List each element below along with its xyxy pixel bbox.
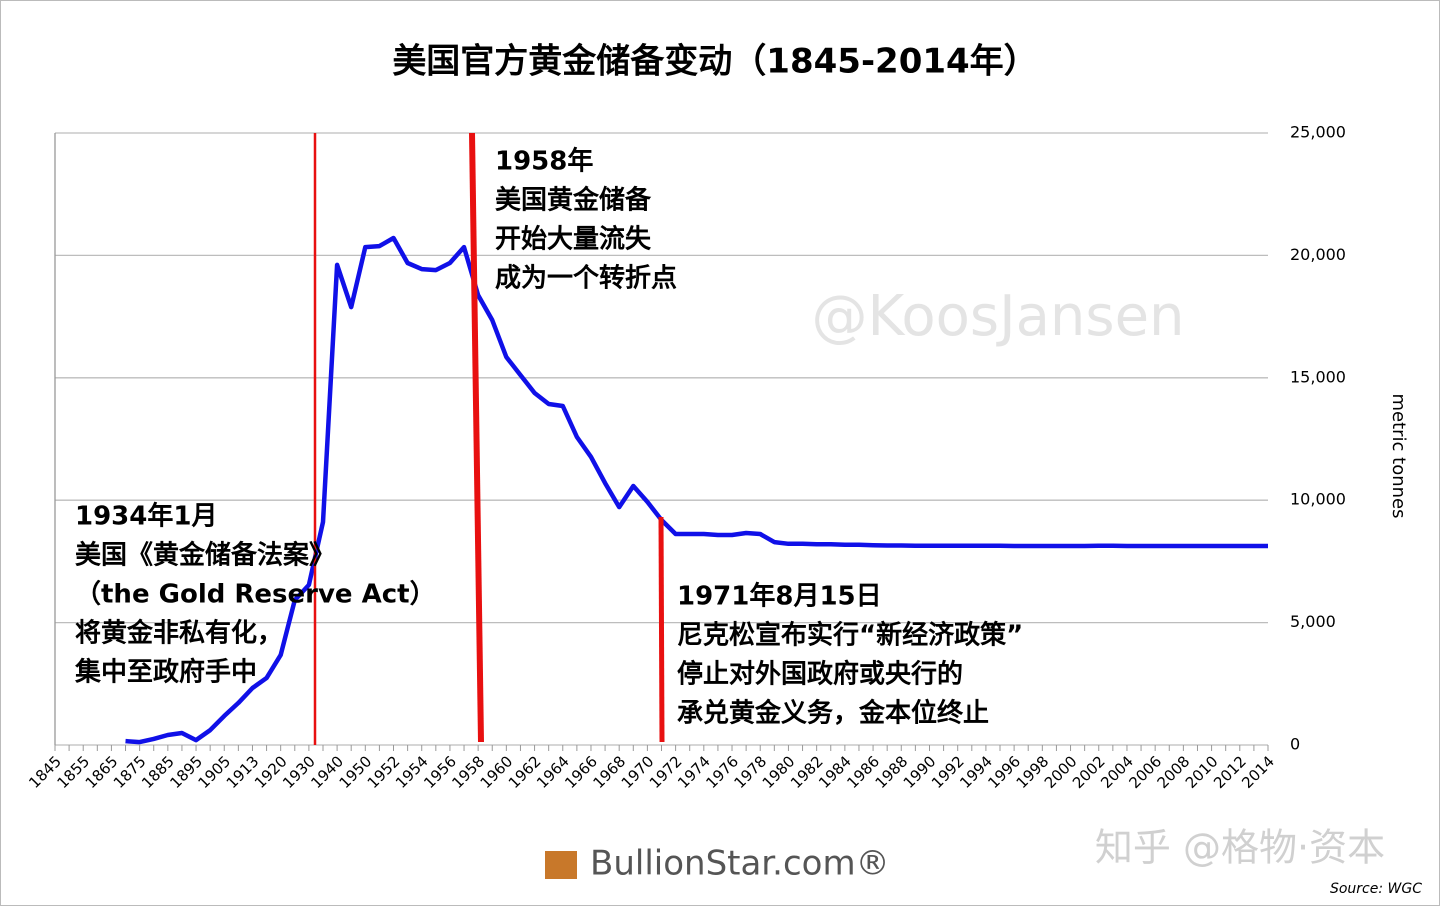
brand: BullionStar.com® — [590, 844, 890, 884]
annotation: 集中至政府手中 — [74, 657, 257, 688]
annotation: 承兑黄金义务，金本位终止 — [677, 698, 989, 729]
annotation: 尼克松宣布实行“新经济政策” — [677, 620, 1023, 651]
watermark: @KoosJansen — [811, 284, 1184, 349]
annotation: （the Gold Reserve Act） — [75, 580, 436, 610]
y-axis-label: metric tonnes — [1388, 393, 1409, 518]
y-tick-label: 25,000 — [1290, 123, 1346, 142]
annotation: 停止对外国政府或央行的 — [677, 659, 963, 690]
event-line — [469, 132, 484, 743]
annotation: 将黄金非私有化， — [75, 618, 283, 649]
annotation: 1971年8月15日 — [677, 581, 882, 612]
y-tick-label: 10,000 — [1290, 490, 1346, 509]
y-tick-label: 15,000 — [1290, 367, 1346, 386]
event-line — [658, 516, 665, 743]
y-tick-label: 20,000 — [1290, 245, 1346, 264]
chart-title: 美国官方黄金储备变动（1845-2014年） — [392, 42, 1037, 82]
source: Source: WGC — [1330, 881, 1422, 897]
annotation: 美国《黄金储备法案》 — [75, 540, 335, 571]
annotation: 成为一个转折点 — [495, 263, 677, 294]
annotation: 美国黄金储备 — [495, 185, 652, 216]
watermark: 知乎 @格物·资本 — [1095, 826, 1385, 870]
y-tick-label: 5,000 — [1290, 612, 1336, 631]
y-tick-label: 0 — [1290, 735, 1300, 754]
annotation: 1958年 — [495, 146, 593, 177]
brand-logo — [545, 851, 577, 879]
annotation: 1934年1月 — [75, 501, 217, 532]
annotation: 开始大量流失 — [495, 225, 652, 255]
